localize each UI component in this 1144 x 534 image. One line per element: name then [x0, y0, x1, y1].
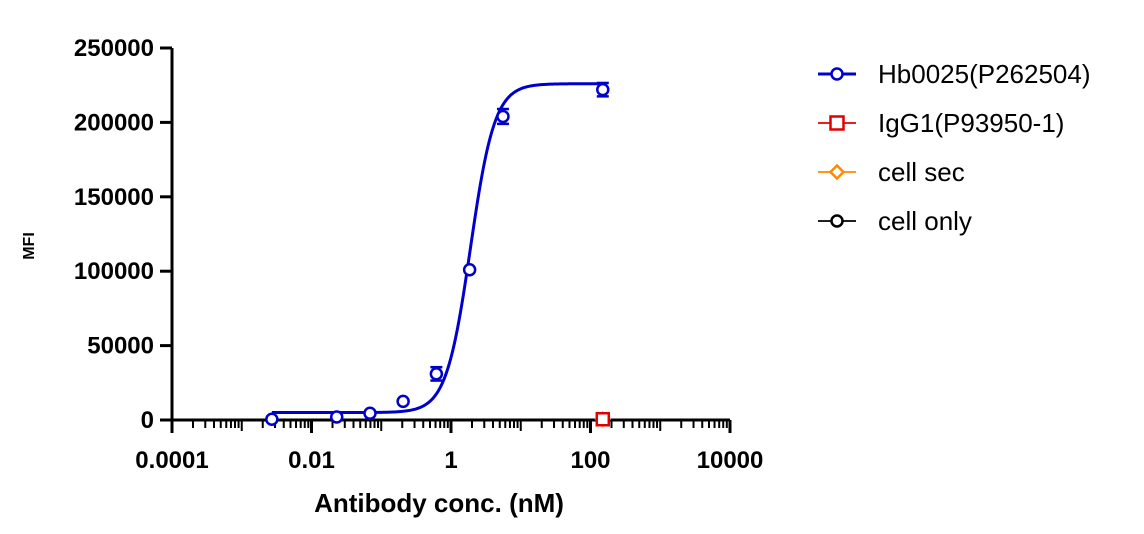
data-point [265, 412, 279, 427]
legend: Hb0025(P262504) IgG1(P93950-1) cell sec cel… [818, 59, 1091, 236]
x-tick-label: 100 [570, 447, 610, 474]
legend-label: cell only [878, 206, 972, 236]
y-axis-title: MFI [21, 232, 38, 260]
x-tick-label: 10000 [697, 447, 764, 474]
legend-marker [828, 163, 846, 181]
axes: 0 50000 100000 150000 200000 250000 0.0001 0.01… [74, 35, 763, 474]
x-tick-label: 1 [444, 447, 457, 474]
y-tick-label: 50000 [87, 333, 154, 360]
y-tick-label: 150000 [74, 184, 154, 211]
data-point [496, 109, 510, 124]
y-tick-label: 100000 [74, 258, 154, 285]
data-point [462, 262, 477, 277]
legend-marker [830, 214, 844, 228]
legend-marker [830, 67, 844, 81]
x-tick-label: 0.0001 [135, 447, 208, 474]
data-point [429, 367, 444, 381]
y-tick-label: 250000 [74, 35, 154, 62]
y-tick-label: 200000 [74, 109, 154, 136]
x-axis-title: Antibody conc. (nM) [314, 488, 564, 518]
fit-curves [271, 82, 603, 415]
data-points [265, 81, 612, 428]
data-point [363, 406, 377, 421]
data-point [329, 410, 344, 424]
data-point [596, 82, 610, 97]
fit-curve [271, 82, 603, 415]
legend-label: cell sec [878, 157, 965, 187]
x-tick-label: 0.01 [288, 447, 335, 474]
y-tick-label: 0 [141, 407, 154, 434]
legend-marker [829, 115, 845, 131]
data-point [396, 394, 410, 409]
data-point [595, 412, 611, 427]
legend-label: IgG1(P93950-1) [878, 108, 1064, 138]
legend-label: Hb0025(P262504) [878, 59, 1091, 89]
